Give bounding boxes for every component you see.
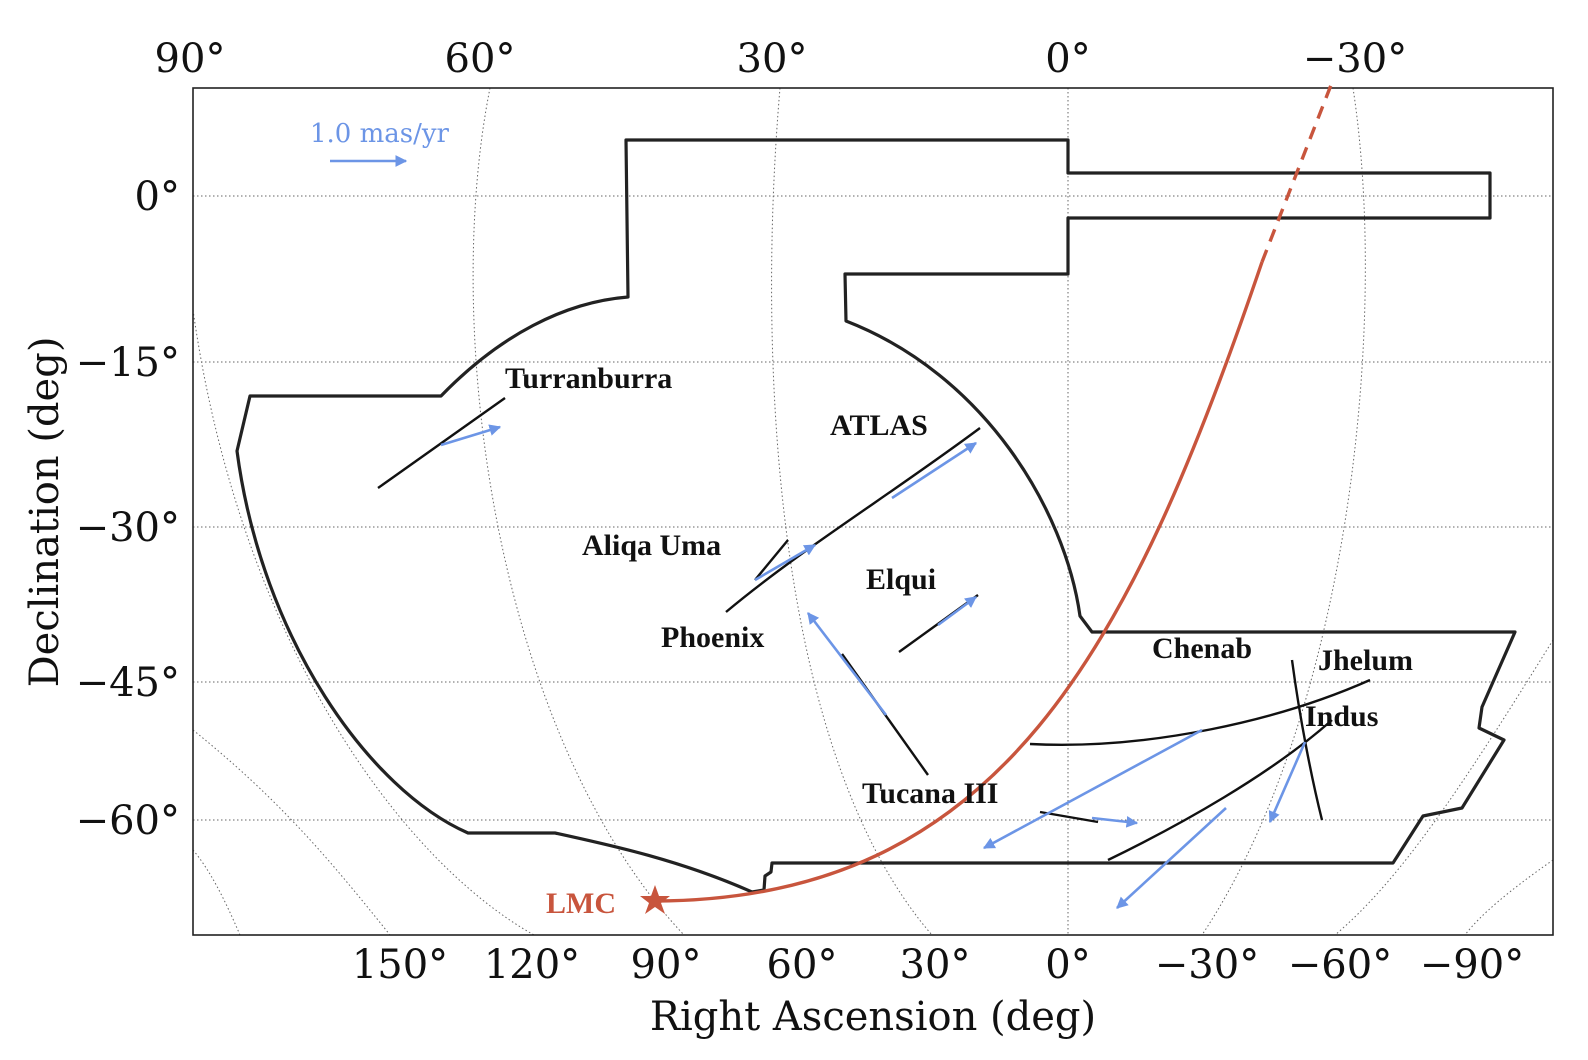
lmc-orbit-solid — [654, 261, 1264, 903]
top-tick-minus30: −30° — [1303, 36, 1407, 82]
grid-ra-30 — [771, 87, 933, 936]
scale-arrow-label: 1.0 mas/yr — [310, 119, 450, 149]
grid-ra-90 — [192, 309, 535, 936]
label-atlas: ATLAS — [830, 409, 928, 442]
bottom-tick-labels: 150° 120° 90° 60° 30° 0° −30° −60° −90° — [352, 942, 1524, 988]
label-elqui: Elqui — [866, 563, 936, 596]
lmc-label: LMC — [546, 887, 616, 920]
pm-arrow-tucana-iii — [1091, 816, 1139, 828]
left-tick-minus45: −45° — [76, 660, 180, 706]
pm-arrow-phoenix — [806, 612, 888, 716]
bottom-tick-60: 60° — [767, 942, 838, 988]
stream-labels: Turranburra ATLAS Aliqa Uma Elqui Phoeni… — [505, 362, 1413, 810]
left-tick-minus30: −30° — [76, 505, 180, 551]
label-phoenix: Phoenix — [661, 621, 764, 654]
bottom-tick-150: 150° — [352, 942, 448, 988]
label-chenab: Chenab — [1152, 632, 1252, 665]
bottom-tick-minus60: −60° — [1288, 942, 1392, 988]
pm-arrow-elqui — [937, 595, 977, 627]
bottom-tick-minus30: −30° — [1155, 942, 1259, 988]
survey-footprint — [235, 138, 1517, 894]
bottom-tick-minus90: −90° — [1420, 942, 1524, 988]
pm-arrow-indus — [1268, 741, 1307, 824]
grid-ra-150 — [192, 849, 241, 936]
grid-ra-minus30 — [1201, 87, 1366, 936]
left-tick-labels: 0° −15° −30° −45° −60° — [76, 174, 180, 844]
left-tick-minus15: −15° — [76, 340, 180, 386]
y-axis-label: Declination (deg) — [22, 337, 68, 688]
lmc-orbit-dashed — [1260, 79, 1335, 263]
top-tick-30: 30° — [737, 36, 808, 82]
pm-arrow-chenab — [982, 728, 1203, 850]
left-tick-0: 0° — [135, 174, 180, 220]
track-aliqa-uma — [754, 539, 789, 581]
pm-arrow-atlas — [891, 441, 977, 500]
track-jhelum — [1029, 678, 1371, 746]
top-tick-60: 60° — [445, 36, 516, 82]
grid-ra-60 — [472, 87, 685, 936]
track-indus — [1107, 719, 1333, 862]
label-jhelum: Jhelum — [1318, 644, 1413, 677]
bottom-tick-120: 120° — [484, 942, 580, 988]
label-indus: Indus — [1305, 700, 1378, 733]
lmc-star-icon — [640, 885, 670, 914]
grid-ra-minus90 — [1464, 859, 1554, 936]
proper-motion-arrows — [440, 424, 1307, 909]
top-tick-0: 0° — [1045, 36, 1090, 82]
pm-arrow-turranburra — [440, 424, 502, 447]
track-atlas — [725, 427, 981, 613]
grid-ra-120 — [192, 729, 391, 936]
label-turranburra: Turranburra — [505, 362, 672, 395]
top-tick-90: 90° — [155, 36, 226, 82]
track-turranburra — [377, 397, 506, 489]
label-aliqa-uma: Aliqa Uma — [582, 529, 721, 562]
x-axis-label: Right Ascension (deg) — [650, 994, 1096, 1040]
left-tick-minus60: −60° — [76, 798, 180, 844]
bottom-tick-90: 90° — [631, 942, 702, 988]
pm-arrow-aliqa-uma — [754, 543, 817, 582]
label-tucana-iii: Tucana III — [862, 777, 998, 810]
track-chenab — [1290, 659, 1324, 821]
scale-arrow: 1.0 mas/yr — [310, 119, 450, 167]
plot-frame — [192, 87, 1554, 936]
bottom-tick-0: 0° — [1045, 942, 1090, 988]
bottom-tick-30: 30° — [900, 942, 971, 988]
pm-arrow-jhelum — [1116, 807, 1227, 909]
grid-ra-minus60 — [1334, 639, 1554, 936]
top-tick-labels: 90° 60° 30° 0° −30° — [155, 36, 1408, 82]
